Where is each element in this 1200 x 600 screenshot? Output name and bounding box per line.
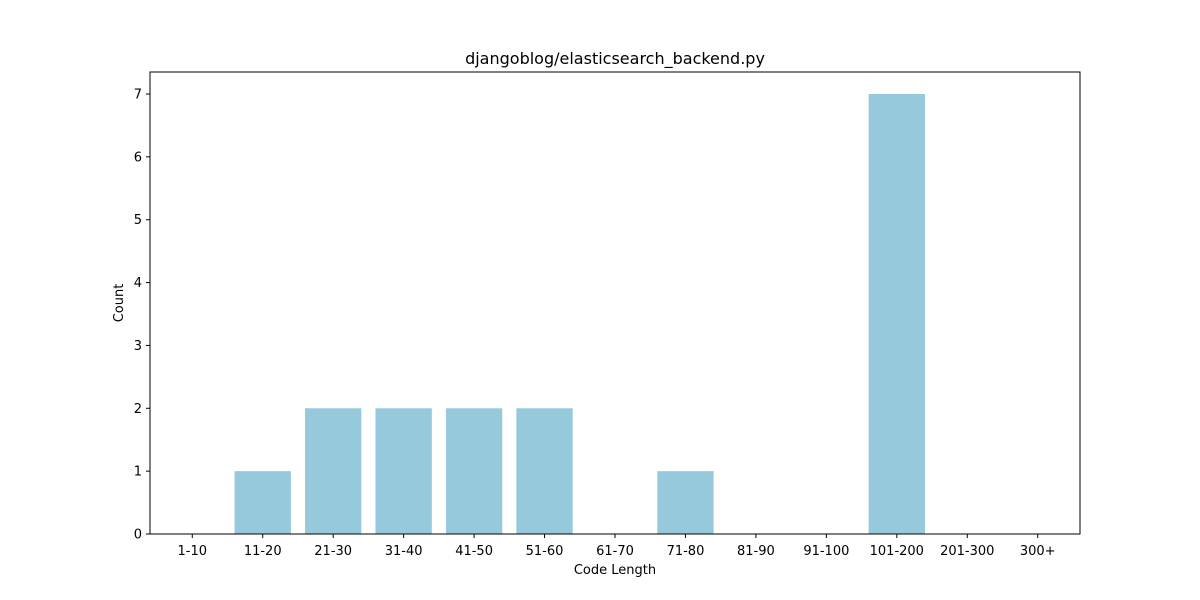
y-tick-label: 5 (134, 213, 142, 228)
bar-71-80 (657, 471, 713, 534)
x-tick-label: 21-30 (314, 544, 352, 559)
x-axis: 1-10 11-20 21-30 31-40 41-50 51-60 61-70 71-80 8… (178, 534, 1056, 559)
x-tick-label: 1-10 (178, 544, 208, 559)
bar-51-60 (516, 408, 572, 534)
x-tick-label: 51-60 (526, 544, 564, 559)
y-tick-label: 3 (134, 339, 142, 354)
x-tick-label: 81-90 (737, 544, 775, 559)
bar-101-200 (869, 94, 925, 534)
x-tick-label: 201-300 (940, 544, 994, 559)
y-tick-label: 1 (134, 465, 142, 480)
plot-frame (150, 72, 1080, 534)
x-tick-label: 31-40 (385, 544, 423, 559)
y-tick-label: 6 (134, 150, 142, 165)
bar-41-50 (446, 408, 502, 534)
x-tick-label: 61-70 (596, 544, 634, 559)
x-tick-label: 11-20 (244, 544, 282, 559)
x-tick-label: 300+ (1020, 544, 1056, 559)
y-tick-label: 7 (134, 88, 142, 103)
x-tick-label: 91-100 (803, 544, 849, 559)
bar-21-30 (305, 408, 361, 534)
bar-31-40 (375, 408, 431, 534)
y-tick-label: 0 (134, 528, 142, 543)
x-tick-label: 101-200 (870, 544, 924, 559)
bars-group (235, 94, 925, 534)
y-axis-label: Count (112, 284, 127, 323)
y-tick-label: 4 (134, 276, 142, 291)
chart-title: djangoblog/elasticsearch_backend.py (465, 49, 765, 69)
x-tick-label: 71-80 (667, 544, 705, 559)
x-tick-label: 41-50 (455, 544, 493, 559)
bar-11-20 (235, 471, 291, 534)
y-tick-label: 2 (134, 402, 142, 417)
y-axis: 0 1 2 3 4 5 6 7 (134, 88, 150, 543)
x-axis-label: Code Length (574, 563, 656, 578)
